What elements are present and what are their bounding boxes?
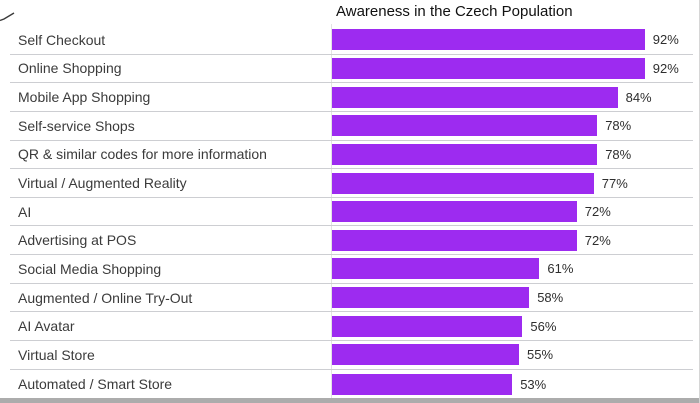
bar-area: 78% — [332, 112, 672, 140]
bar-area: 55% — [332, 341, 672, 369]
chart-row: AI 72% — [10, 198, 693, 227]
bottom-edge-strip — [0, 398, 699, 403]
value-label: 92% — [652, 60, 679, 76]
bar — [332, 287, 530, 309]
category-label: AI Avatar — [18, 318, 75, 335]
bar — [332, 229, 577, 251]
bar — [332, 258, 540, 280]
chart-row: Virtual Store 55% — [10, 341, 693, 370]
value-label: 78% — [605, 118, 632, 134]
category-label: Online Shopping — [18, 60, 122, 77]
value-label: 72% — [584, 204, 611, 220]
chart-rows: Self Checkout 92% Online Shopping 92% Mo… — [10, 26, 693, 398]
bar-area: 72% — [332, 198, 672, 226]
bar-area: 84% — [332, 83, 672, 111]
category-label: Advertising at POS — [18, 232, 137, 249]
chart-row: Mobile App Shopping 84% — [10, 83, 693, 112]
category-label: Social Media Shopping — [18, 260, 162, 277]
chart-title: Awareness in the Czech Population — [336, 3, 573, 20]
bar — [332, 57, 645, 79]
chart-row: Advertising at POS 72% — [10, 226, 693, 256]
chart-row: Automated / Smart Store 53% — [10, 370, 693, 399]
arrow-tip-icon — [0, 12, 15, 22]
bar — [332, 86, 618, 108]
category-label: Self Checkout — [18, 31, 106, 48]
bar-area: 58% — [332, 284, 672, 312]
bar-area: 61% — [332, 255, 672, 283]
category-label: Virtual / Augmented Reality — [18, 175, 187, 192]
category-label: QR & similar codes for more information — [18, 146, 267, 163]
value-label: 92% — [652, 32, 679, 48]
category-label: Mobile App Shopping — [18, 89, 151, 106]
bar-area: 72% — [332, 226, 672, 254]
chart-row: Self Checkout 92% — [10, 26, 693, 55]
value-label: 58% — [537, 290, 564, 306]
category-label: Automated / Smart Store — [18, 376, 173, 392]
chart-row: AI Avatar 56% — [10, 312, 693, 342]
value-label: 56% — [530, 318, 557, 334]
axis-baseline — [331, 24, 332, 398]
chart-row: Social Media Shopping 61% — [10, 255, 693, 284]
chart-row: Augmented / Online Try-Out 58% — [10, 284, 693, 313]
category-label: Self-service Shops — [18, 117, 135, 134]
value-label: 77% — [601, 175, 628, 191]
bar — [332, 143, 598, 165]
bar-area: 56% — [332, 312, 672, 340]
bar-area: 78% — [332, 141, 672, 169]
chart-row: Online Shopping 92% — [10, 55, 693, 84]
chart-row: QR & similar codes for more information … — [10, 141, 693, 170]
bar — [332, 29, 645, 51]
value-label: 55% — [527, 347, 554, 363]
bar-area: 92% — [332, 55, 679, 83]
value-label: 78% — [605, 146, 632, 162]
value-label: 84% — [625, 89, 652, 105]
bar — [332, 201, 577, 223]
bar-area: 53% — [332, 370, 672, 399]
category-label: AI — [18, 203, 32, 220]
value-label: 61% — [547, 261, 574, 277]
bar-area: 92% — [332, 26, 679, 54]
category-label: Virtual Store — [18, 346, 95, 363]
chart-row: Virtual / Augmented Reality 77% — [10, 169, 693, 198]
bar — [332, 315, 523, 337]
bar — [332, 373, 513, 395]
bar — [332, 344, 519, 366]
category-label: Augmented / Online Try-Out — [18, 289, 193, 306]
value-label: 53% — [520, 376, 547, 392]
bar — [332, 115, 598, 137]
bar-area: 77% — [332, 169, 672, 197]
chart-row: Self-service Shops 78% — [10, 112, 693, 141]
bar — [332, 172, 594, 194]
value-label: 72% — [584, 232, 611, 248]
